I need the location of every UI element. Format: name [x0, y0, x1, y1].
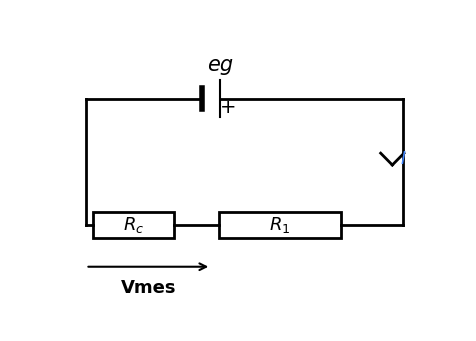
Text: +: + [219, 98, 236, 117]
Text: $R_1$: $R_1$ [268, 215, 290, 235]
Bar [93, 211, 174, 238]
Text: Vmes: Vmes [120, 279, 176, 297]
Bar [218, 211, 340, 238]
Text: $R_c$: $R_c$ [123, 215, 144, 235]
Text: I: I [400, 150, 405, 168]
Text: eg: eg [207, 55, 233, 75]
